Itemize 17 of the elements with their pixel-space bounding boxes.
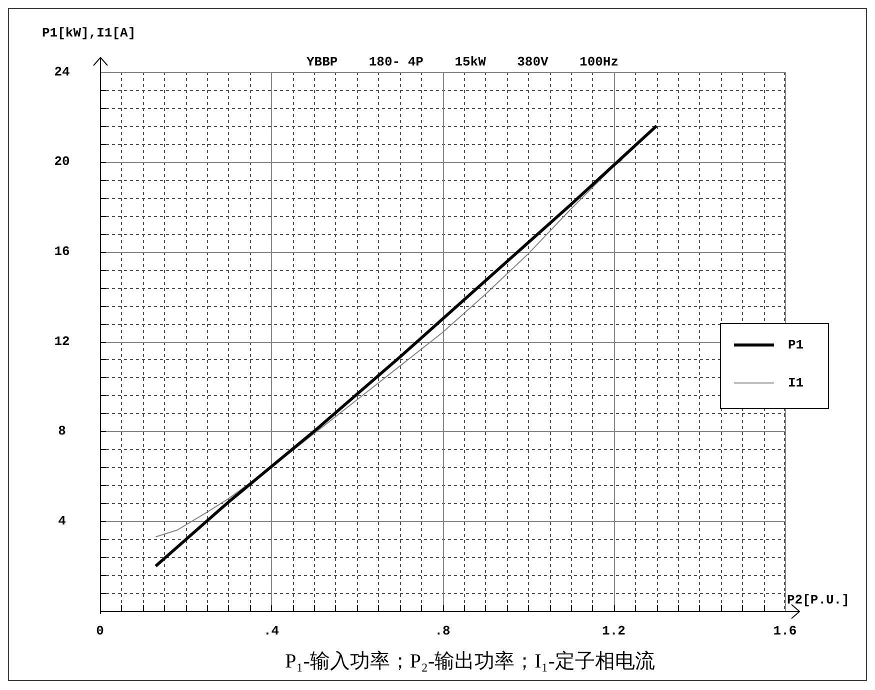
y-tick-label: 16	[54, 244, 70, 259]
y-axis-title: P1[kW],I1[A]	[42, 25, 136, 40]
x-axis-title: P2[P.U.]	[787, 592, 850, 608]
y-tick-label: 20	[54, 154, 70, 170]
x-tick-label: .4	[263, 623, 280, 638]
legend-label: I1	[788, 375, 804, 390]
x-tick-label: .8	[434, 623, 450, 638]
x-tick-label: 0	[96, 623, 104, 638]
text: P₁-输入功率；P₂-输出功率；I₁-定子相电流	[285, 650, 655, 672]
y-tick-label: 8	[58, 424, 66, 439]
legend-label: P1	[788, 337, 804, 352]
y-tick-label: 12	[54, 334, 70, 349]
chart-title: YBBP 180- 4P 15kW 380V 100Hz	[306, 54, 619, 70]
x-tick-label: 1.2	[602, 623, 626, 638]
y-tick-label: 24	[54, 64, 70, 80]
x-tick-label: 1.6	[773, 623, 797, 638]
y-tick-label: 4	[58, 513, 66, 528]
